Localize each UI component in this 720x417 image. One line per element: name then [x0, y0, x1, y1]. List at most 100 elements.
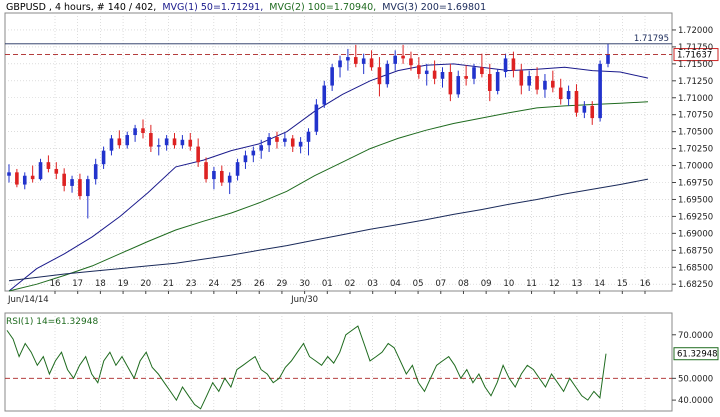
candle-body — [574, 90, 579, 113]
price-tick-label: 1.69750 — [678, 179, 713, 189]
time-axis: 16 17 18 19 20 21 23 24 25 26 29 30 01 02 03 04 05 07 08 09… — [7, 279, 650, 305]
price-tick-label: 1.70750 — [678, 111, 713, 121]
price-axis: 1.72000 1.71750 1.71500 1.71250 1.71000 1.707… — [672, 26, 713, 290]
candle-body — [188, 139, 193, 147]
candle-body — [283, 138, 287, 142]
candle-body — [22, 175, 27, 185]
time-tick-label: 09 — [481, 279, 492, 289]
candle-body — [30, 175, 35, 180]
candle-body — [440, 71, 445, 79]
time-tick-label: 26 — [254, 279, 265, 289]
price-tick-label: 1.68750 — [678, 246, 713, 256]
price-tick-label: 1.70500 — [678, 128, 713, 138]
candle-body — [86, 179, 90, 197]
time-tick-label: 07 — [435, 279, 446, 289]
candle-body — [267, 137, 271, 146]
candle-body — [527, 76, 531, 86]
candle-body — [385, 63, 390, 85]
candle-body — [448, 71, 453, 95]
candle-body — [235, 162, 240, 176]
candle-body — [464, 76, 468, 79]
candle-body — [15, 172, 19, 185]
candle-body — [196, 146, 200, 163]
moving-average-line — [8, 178, 649, 282]
candle-body — [101, 150, 106, 165]
time-tick-label: 16 — [640, 279, 651, 289]
mvg3-label: MVG(3) 200=1.69801 — [382, 2, 486, 13]
price-tick-label: 1.71000 — [678, 94, 713, 104]
current-price-tag — [673, 48, 719, 62]
candle-body — [220, 170, 224, 183]
price-tick-label: 1.68250 — [678, 280, 713, 290]
candle-body — [78, 179, 82, 197]
candle-body — [598, 63, 602, 119]
price-tick-label: 1.71500 — [678, 60, 713, 70]
candle-body — [164, 138, 169, 146]
price-tick-label: 1.69250 — [678, 212, 713, 222]
candle-body — [480, 67, 484, 75]
rsi-header: RSI(1) 14=61.32948 — [6, 317, 98, 327]
candle-body — [566, 90, 571, 100]
candle-body — [290, 138, 295, 147]
candle-body — [322, 85, 327, 105]
time-tick-label: 10 — [503, 279, 514, 289]
candle-body — [487, 74, 492, 91]
candle-body — [511, 58, 516, 71]
candle-body — [212, 170, 216, 180]
time-tick-label: 30 — [299, 279, 310, 289]
candle-body — [180, 139, 185, 146]
reference-lines: 1.71795 1.71637 — [5, 34, 719, 62]
candle-body — [62, 173, 66, 186]
candle-body — [558, 87, 563, 100]
rsi-panel — [4, 312, 673, 412]
candle-body — [227, 175, 232, 183]
candle-body — [543, 80, 547, 90]
moving-average-line — [8, 63, 649, 292]
time-tick-label: 05 — [413, 279, 424, 289]
candle-body — [275, 137, 279, 142]
candle-body — [149, 133, 153, 147]
candle-body — [338, 60, 342, 68]
time-tick-label: 16 — [50, 279, 61, 289]
candle-body — [535, 76, 539, 90]
candle-body — [125, 135, 130, 146]
price-grid — [5, 13, 672, 291]
candle-body — [582, 105, 587, 113]
rsi-grid — [5, 313, 672, 411]
candle-body — [424, 70, 429, 75]
price-tick-label: 1.70250 — [678, 145, 713, 155]
time-tick-label: 15 — [617, 279, 628, 289]
candle-body — [93, 164, 98, 180]
time-tick-label: 29 — [277, 279, 288, 289]
time-tick-label: 08 — [458, 279, 469, 289]
price-panel — [4, 12, 673, 292]
candle-body — [172, 138, 177, 146]
time-tick-label: 13 — [572, 279, 583, 289]
candle-body — [243, 155, 248, 163]
price-tick-label: 1.72000 — [678, 26, 713, 36]
candle-body — [330, 67, 334, 86]
candle-body — [204, 162, 208, 180]
time-tick-label: 20 — [140, 279, 151, 289]
time-tick-label: 12 — [549, 279, 560, 289]
time-tick-label: 17 — [72, 279, 83, 289]
current-price-label: 1.71637 — [677, 51, 712, 61]
rsi-line — [6, 325, 607, 410]
candle-body — [401, 55, 405, 59]
candle-body — [369, 58, 374, 68]
rsi-tick-label: 50.0000 — [678, 374, 713, 384]
time-tick-label: 02 — [345, 279, 356, 289]
candle-body — [519, 70, 524, 86]
candle-body — [472, 67, 476, 79]
price-tick-label: 1.70000 — [678, 162, 713, 172]
candle-body — [417, 65, 421, 75]
candle-body — [456, 76, 461, 95]
moving-average-lines — [8, 63, 649, 292]
candle-body — [393, 55, 397, 64]
candle-body — [141, 128, 145, 134]
chart-header: GBPUSD , 4 hours, # 140 / 402, MVG(1) 50… — [6, 2, 486, 13]
mvg1-label: MVG(1) 50=1.71291, — [162, 2, 263, 13]
candle-body — [306, 131, 311, 142]
time-tick-label: 01 — [322, 279, 333, 289]
